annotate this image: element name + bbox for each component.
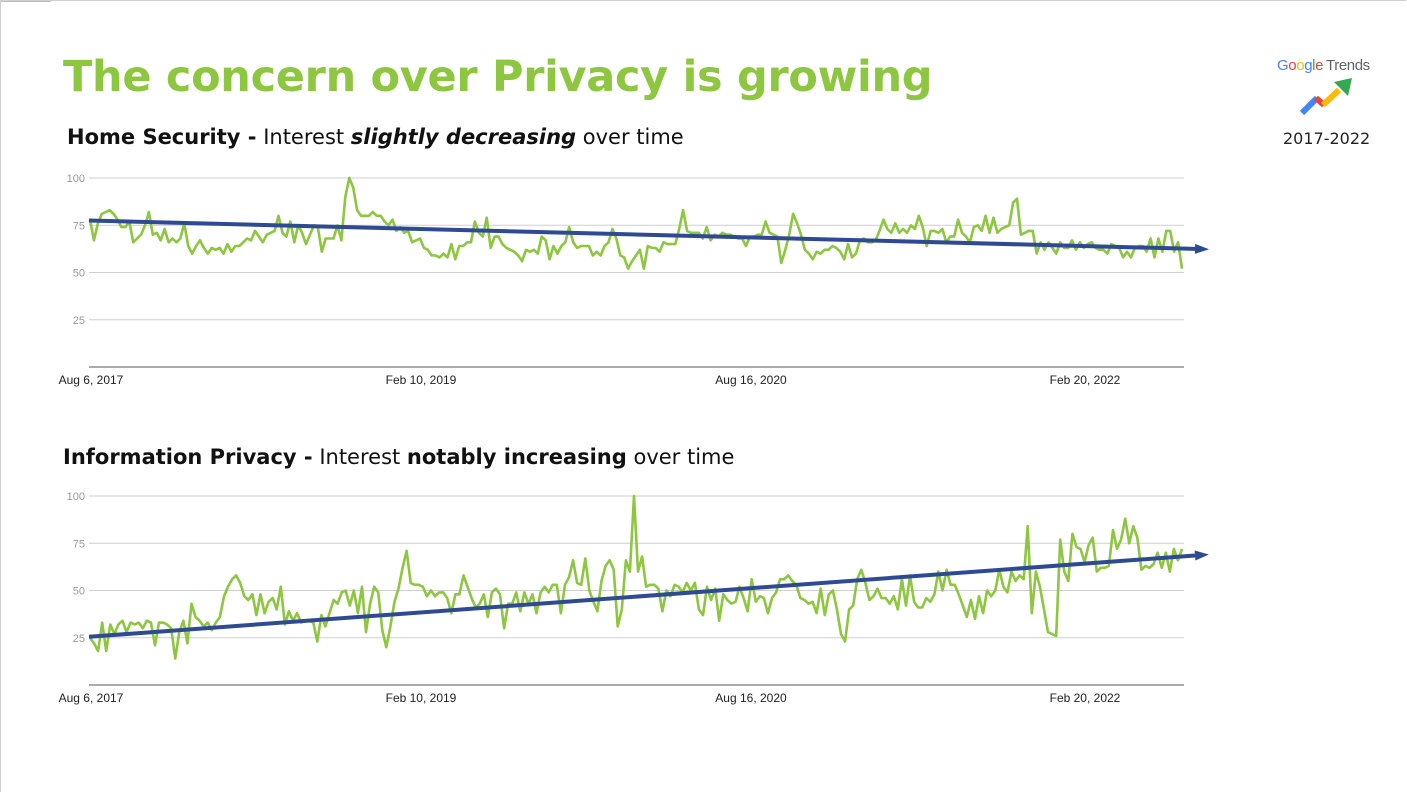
information-privacy-heading: Information Privacy - Interest notably i… — [63, 445, 734, 469]
home-security-y-tick-label: 50 — [73, 268, 85, 280]
google-trends-wordmark: Google Trends — [1277, 57, 1370, 74]
information-privacy-y-tick-label: 100 — [67, 491, 85, 503]
google-trends-logo: Google Trends — [1277, 57, 1370, 116]
date-range: 2017-2022 — [1283, 129, 1371, 148]
home-security-series-line — [88, 176, 1184, 270]
logo-letter-l: l — [1312, 57, 1315, 74]
logo-letter-e: e — [1315, 57, 1323, 74]
logo-letter-o1: o — [1288, 57, 1296, 74]
home-security-trend-arrowhead — [1194, 243, 1209, 254]
home-security-y-tick-label: 25 — [73, 315, 85, 327]
page-title: The concern over Privacy is growing — [63, 52, 933, 102]
information-privacy-series-line — [88, 494, 1184, 660]
information-privacy-y-tick-label: 50 — [73, 586, 85, 598]
trend-arrow-icon — [1299, 78, 1352, 116]
home-security-heading-pre: Interest — [256, 125, 351, 149]
home-security-trend-line — [88, 218, 1196, 251]
home-security-heading-emphasis: slightly decreasing — [350, 125, 577, 149]
information-privacy-y-tick-label: 75 — [73, 538, 85, 550]
home-security-heading: Home Security - Interest slightly decrea… — [67, 125, 684, 149]
information-privacy-y-tick-label: 25 — [73, 633, 85, 645]
information-privacy-chart: 25 50 75 100 Aug 6, 2017 Feb 10, 2019 Aug 16, … — [59, 491, 1209, 705]
home-security-x-tick-label: Feb 10, 2019 — [386, 373, 457, 387]
home-security-y-tick-label: 100 — [67, 173, 85, 185]
logo-letter-o2: o — [1296, 57, 1304, 74]
information-privacy-trend-line — [88, 553, 1196, 639]
information-privacy-heading-post: over time — [626, 445, 735, 469]
home-security-x-tick-label: Feb 20, 2022 — [1050, 373, 1121, 387]
information-privacy-x-tick-label: Aug 6, 2017 — [59, 691, 124, 705]
information-privacy-x-tick-label: Aug 16, 2020 — [715, 691, 787, 705]
information-privacy-x-tick-label: Feb 20, 2022 — [1050, 691, 1121, 705]
information-privacy-heading-bold: Information Privacy - — [63, 445, 313, 469]
home-security-x-tick-label: Aug 16, 2020 — [715, 373, 787, 387]
home-security-heading-bold: Home Security - — [67, 125, 257, 149]
home-security-chart: 25 50 75 100 Aug 6, 2017 Feb 10, 2019 Aug 16, … — [59, 173, 1209, 387]
home-security-heading-post: over time — [576, 125, 684, 149]
information-privacy-heading-pre: Interest — [312, 445, 407, 469]
information-privacy-trend-arrowhead — [1194, 550, 1209, 561]
logo-trends-word: Trends — [1326, 57, 1370, 74]
home-security-y-tick-label: 75 — [73, 220, 85, 232]
logo-letter-g: G — [1277, 57, 1288, 74]
home-security-x-tick-label: Aug 6, 2017 — [59, 373, 124, 387]
information-privacy-heading-emphasis: notably increasing — [406, 445, 627, 469]
logo-letter-g2: g — [1304, 57, 1312, 74]
information-privacy-x-tick-label: Feb 10, 2019 — [386, 691, 457, 705]
